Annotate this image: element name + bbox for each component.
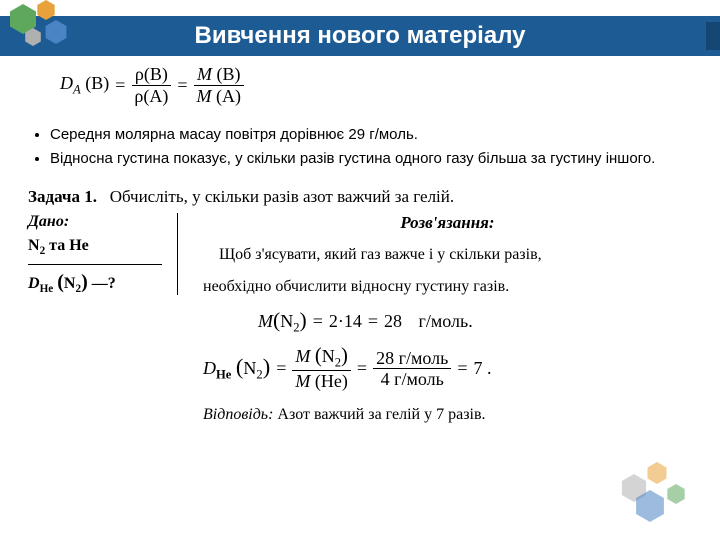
eq-density-ratio: DHe (N2) = M (N2) M (He) = 28 г/моль 4 г… bbox=[203, 345, 692, 392]
bullet-item: Середня молярна масау повітря дорівнює 2… bbox=[50, 124, 692, 145]
solution-block: Розв'язання: Щоб з'ясувати, який газ важ… bbox=[178, 213, 692, 424]
eq-sign: = bbox=[115, 75, 125, 96]
task-label: Задача 1. bbox=[28, 187, 97, 206]
hex-decor-top bbox=[0, 0, 80, 56]
solution-area: Дано: N2 та He DHe (N2) —? Розв'язання: … bbox=[28, 213, 692, 424]
hex-decor-bottom bbox=[620, 454, 710, 534]
formula-frac1: ρ(B) ρ(A) bbox=[131, 64, 171, 106]
given-label: Дано: bbox=[28, 213, 162, 231]
task-header: Задача 1. Обчисліть, у скільки разів азо… bbox=[28, 187, 692, 207]
given-block: Дано: N2 та He DHe (N2) —? bbox=[28, 213, 178, 294]
formula-lhs: DA (B) bbox=[60, 73, 109, 98]
given-line1: N2 та He bbox=[28, 237, 162, 257]
task-statement: Обчисліть, у скільки разів азот важчий з… bbox=[110, 187, 454, 206]
given-line2: DHe (N2) —? bbox=[28, 271, 162, 295]
relative-density-formula: DA (B) = ρ(B) ρ(A) = M (B) M (A) bbox=[60, 64, 720, 106]
title-bar: Вивчення нового матеріалу bbox=[0, 0, 720, 56]
solution-p1: Щоб з'ясувати, який газ важче і у скільк… bbox=[203, 243, 692, 266]
eq-molar-mass: M(N2) = 2·14 = 28 г/моль. bbox=[203, 308, 692, 336]
solution-p2: необхідно обчислити відносну густину газ… bbox=[203, 275, 692, 298]
answer-text: Азот важчий за гелій у 7 разів. bbox=[273, 406, 485, 423]
eq-sign: = bbox=[177, 75, 187, 96]
given-separator bbox=[28, 264, 162, 265]
answer-label: Відповідь: bbox=[203, 406, 273, 423]
formula-frac2: M (B) M (A) bbox=[194, 64, 245, 106]
answer-line: Відповідь: Азот важчий за гелій у 7 разі… bbox=[203, 406, 692, 424]
bullet-list: Середня молярна масау повітря дорівнює 2… bbox=[28, 124, 692, 169]
solution-title: Розв'язання: bbox=[203, 213, 692, 233]
bullet-item: Відносна густина показує, у скільки разі… bbox=[50, 148, 692, 169]
page-title: Вивчення нового матеріалу bbox=[0, 16, 720, 56]
